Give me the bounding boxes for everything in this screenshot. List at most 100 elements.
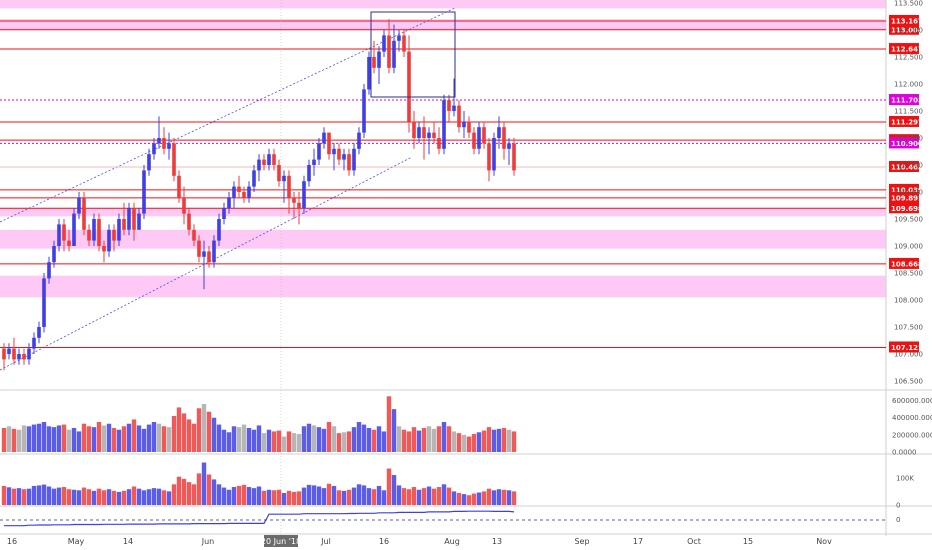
candle-body: [427, 132, 431, 138]
candle-body: [77, 197, 81, 214]
candle-body: [352, 148, 356, 171]
candle-body: [227, 197, 231, 209]
volume-bar-2: [391, 475, 397, 505]
zone-3: [0, 229, 886, 249]
volume-bar-2: [141, 490, 147, 505]
volume-bar-2: [276, 489, 282, 505]
volume-bar: [446, 426, 452, 452]
candle-body: [392, 40, 396, 68]
candle-body: [432, 132, 436, 138]
volume-bar: [461, 434, 467, 452]
volume-bar: [506, 429, 512, 452]
volume-bar: [236, 427, 242, 452]
volume-bar: [216, 424, 222, 452]
volume-bar-2: [76, 490, 82, 505]
candle-body: [172, 143, 176, 176]
volume-bar: [76, 431, 82, 452]
candle-body: [337, 148, 341, 160]
volume-bar: [301, 426, 307, 452]
volume-bar-2: [171, 484, 177, 505]
level-label: 110.900: [891, 140, 923, 148]
volume-bar-2: [176, 476, 182, 505]
volume-bar: [316, 427, 322, 452]
candle-body: [302, 181, 306, 209]
volume-bar-2: [256, 486, 262, 505]
volume-bar-2: [91, 490, 97, 505]
volume-bar-2: [96, 488, 102, 505]
time-tick-label: 20 Jun '18: [261, 537, 301, 546]
volume-bar-2: [356, 484, 362, 505]
price-tick-label: 113.500: [894, 0, 923, 8]
volume-bar: [21, 425, 27, 452]
volume-bar: [106, 423, 112, 452]
level-tag-107.121: [889, 341, 919, 353]
candle-body: [232, 186, 236, 198]
volume-bar: [181, 413, 187, 452]
volume-bar: [421, 428, 427, 452]
level-tag-113.004: [889, 23, 919, 35]
volume-bar-2: [331, 485, 337, 505]
volume-bar-2: [51, 488, 57, 505]
trend-channel: [0, 7, 456, 371]
level-tag-109.698: [889, 202, 919, 214]
volume-bar-2: [456, 493, 462, 505]
level-label: 110.463: [891, 163, 923, 171]
candle-body: [417, 127, 421, 138]
time-axis[interactable]: 16 May 14 Jun 20 Jun '18 Jul 16 Aug 13 Sep 17 Oct 15…: [7, 535, 832, 547]
volume-bar: [41, 422, 47, 452]
candle-body: [402, 35, 406, 52]
volume-bar-2: [116, 491, 122, 505]
volume-bar-2: [306, 484, 312, 505]
volume-bar-2: [196, 473, 202, 505]
candle-body: [327, 132, 331, 155]
volume-bar: [411, 427, 417, 452]
volume-bar: [126, 423, 132, 452]
volume-bar-2: [201, 462, 207, 505]
volume-bar-2: [396, 485, 402, 505]
candle-body: [62, 224, 66, 241]
volume-bar: [381, 431, 387, 452]
candle-body: [152, 143, 156, 155]
candle-body: [347, 154, 351, 171]
zone-1: [0, 19, 886, 30]
candle-body: [487, 143, 491, 171]
candle-body: [277, 165, 281, 182]
candle-body: [32, 337, 36, 349]
candle-body: [387, 35, 391, 68]
candle-body: [87, 229, 91, 241]
volume-bar-2: [381, 490, 387, 505]
volume-bar: [321, 428, 327, 452]
volume-bar-2: [266, 489, 272, 505]
level-tag-113.167: [889, 14, 919, 26]
candle-body: [437, 138, 441, 149]
volume-bar-2: [486, 488, 492, 505]
candles: [2, 19, 516, 371]
candle-body: [37, 327, 41, 338]
candle-body: [257, 159, 261, 171]
volume-bar-2: [326, 483, 332, 505]
volume-bar: [166, 427, 172, 452]
candle-body: [197, 240, 201, 257]
volume-bar: [11, 428, 17, 452]
range-box[interactable]: [370, 11, 456, 98]
volume-bar-2: [426, 486, 432, 505]
volume-bar: [196, 408, 202, 452]
volume-bar: [191, 423, 197, 452]
price-tick-label: 108.500: [894, 270, 923, 278]
volume-bar: [26, 426, 32, 452]
volume-bar-2: [501, 489, 507, 505]
candle-body: [457, 105, 461, 128]
volume-bar-2: [101, 490, 107, 505]
volume-bar: [186, 419, 192, 452]
volume-bar: [121, 426, 127, 452]
candle-body: [287, 175, 291, 198]
volume-bar: [416, 430, 422, 452]
volume-bar-2: [471, 493, 477, 505]
candle-body: [462, 121, 466, 128]
price-tick-label: 107.000: [894, 351, 923, 359]
volume-bar-2: [106, 489, 112, 505]
volume-bar: [31, 424, 37, 452]
level-label: 112.647: [891, 46, 923, 54]
